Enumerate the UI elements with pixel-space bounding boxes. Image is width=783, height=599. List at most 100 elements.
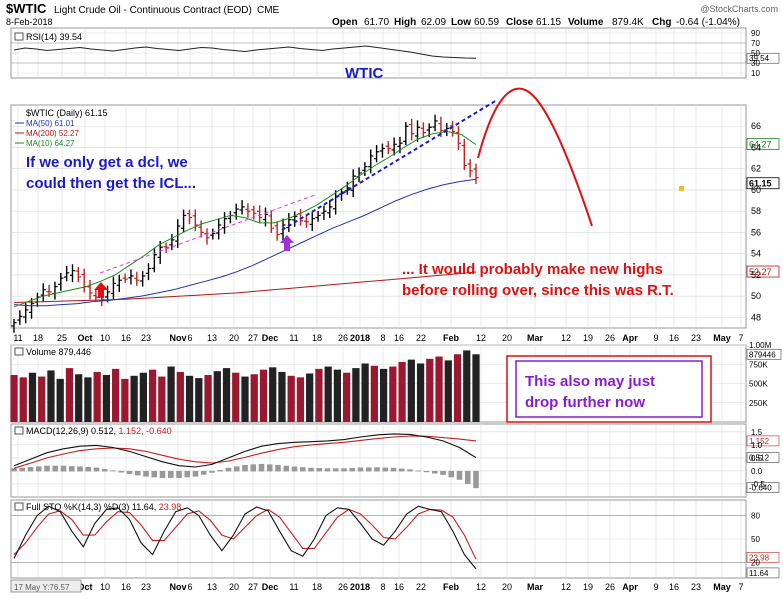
x-tick-label: 10 [100,333,110,343]
macd-value-tag-text: 1.152 [749,437,770,446]
macd-histogram-bar [167,470,174,478]
x-tick-label-bottom: Oct [77,582,92,592]
macd-panel [10,423,747,498]
exchange-label: CME [257,5,280,16]
macd-histogram-bar [209,470,215,473]
macd-legend-swatch [14,426,24,435]
x-tick-label: 26 [338,333,348,343]
macd-histogram-bar [440,470,446,475]
price-legend-ma200: MA(200) 52.27 [26,129,79,138]
volume-bar [361,363,369,422]
volume-bar [407,359,415,422]
x-tick-label-bottom: 20 [229,582,239,592]
cursor-readout: 17 May Y:76.57 [14,583,70,592]
volume-bar [139,372,147,422]
macd-histogram-bar [233,466,240,472]
volume-bar [204,375,212,422]
x-tick-label: 23 [691,333,701,343]
price-tick-label: 64 [751,142,761,152]
volume-bar [176,371,184,422]
drop-annotation-line2: drop further now [525,394,645,411]
high-label: High [394,17,416,28]
x-tick-label-bottom: 19 [583,582,593,592]
x-tick-label: 7 [738,333,743,343]
volume-legend-swatch [14,347,24,356]
x-tick-label: 16 [121,333,131,343]
x-tick-label-bottom: 26 [338,582,348,592]
sto-legend-swatch [14,502,24,511]
macd-histogram-bar [85,467,92,472]
x-tick-label: 18 [33,333,43,343]
price-value-tag-text: 52.27 [749,267,772,277]
price-legend-main: $WTIC (Daily) 61.15 [26,108,108,118]
volume-bar [444,360,452,422]
drop-annotation-inner-box [515,360,703,418]
x-tick-label: 12 [476,333,486,343]
macd-histogram-bar [27,467,34,472]
volume-bar [65,368,74,422]
volume-value: 879.4K [612,17,644,28]
macd-histogram-bar [464,470,471,484]
macd-histogram-bar [184,470,191,478]
volume-label: Volume [568,17,604,28]
macd-histogram-bar [68,466,75,472]
macd-value-tag-text: 0.512 [749,454,770,463]
x-tick-label: 19 [583,333,593,343]
volume-bar [463,350,471,422]
x-tick-label-bottom: May [713,582,731,592]
x-tick-label-bottom: Dec [262,582,279,592]
volume-bar [19,377,27,422]
volume-bar [158,376,166,422]
rsi-tick-label: 70 [751,39,760,48]
macd-histogram-bar [151,470,158,478]
close-label: Close [506,17,534,28]
macd-histogram-bar [398,468,405,472]
macd-histogram-bar [11,468,17,472]
macd-histogram-bar [275,464,281,472]
x-tick-label-bottom: Nov [169,582,186,592]
volume-bar [112,368,120,422]
sto-k-line [13,505,477,570]
x-tick-label-bottom: 27 [248,582,258,592]
x-tick-label: 16 [394,333,404,343]
axis-tick-labels: 111118182525OctOct101016162323NovNov6613… [13,29,771,592]
price-value-tag-text: 64.27 [749,140,772,150]
macd-histogram-bar [176,470,182,478]
ma10-line [13,130,477,308]
macd-histogram-bar [242,464,248,472]
volume-bar [426,358,434,422]
dcl-annotation-line2: could then get the ICL... [26,175,196,192]
volume-bar [453,354,462,422]
volume-bar [241,376,249,422]
x-tick-label-bottom: 16 [121,582,131,592]
price-value-tag [746,265,780,278]
volume-tick-label: 500K [749,380,768,389]
macd-histogram-bar [77,466,83,472]
x-tick-label: 25 [57,333,67,343]
x-tick-label-bottom: 8 [380,582,385,592]
chart-date: 8-Feb-2018 [6,17,53,27]
volume-bar [10,375,18,422]
price-value-tag [746,138,780,151]
projection-curve [477,87,593,227]
price-legend: $WTIC (Daily) 61.15 MA(50) 61.01 MA(200)… [15,108,108,148]
price-tick-label: 58 [751,206,761,216]
sto-tick-label: 20 [751,558,760,567]
close-value: 61.15 [536,17,561,28]
volume-bar [102,375,111,422]
x-tick-label-bottom: 16 [669,582,679,592]
volume-bar [47,370,55,422]
sto-value-tag-text: 23.98 [749,553,770,562]
sto-tick-label: 80 [751,512,760,521]
volume-bar [324,366,332,422]
x-tick-label: 6 [187,333,192,343]
rsi-legend-swatch [14,32,24,41]
cursor-readout-box [10,579,82,593]
macd-histogram-bar [19,467,26,472]
volume-bar [213,371,221,422]
sto-legend-a: Full STO %K(14,3) %D(3) 11.64, [26,502,159,512]
macd-histogram-bar [110,470,116,472]
instrument-name: Light Crude Oil - Continuous Contract (E… [54,5,252,16]
purple-up-arrow-icon [280,235,294,251]
x-tick-label: 23 [141,333,151,343]
